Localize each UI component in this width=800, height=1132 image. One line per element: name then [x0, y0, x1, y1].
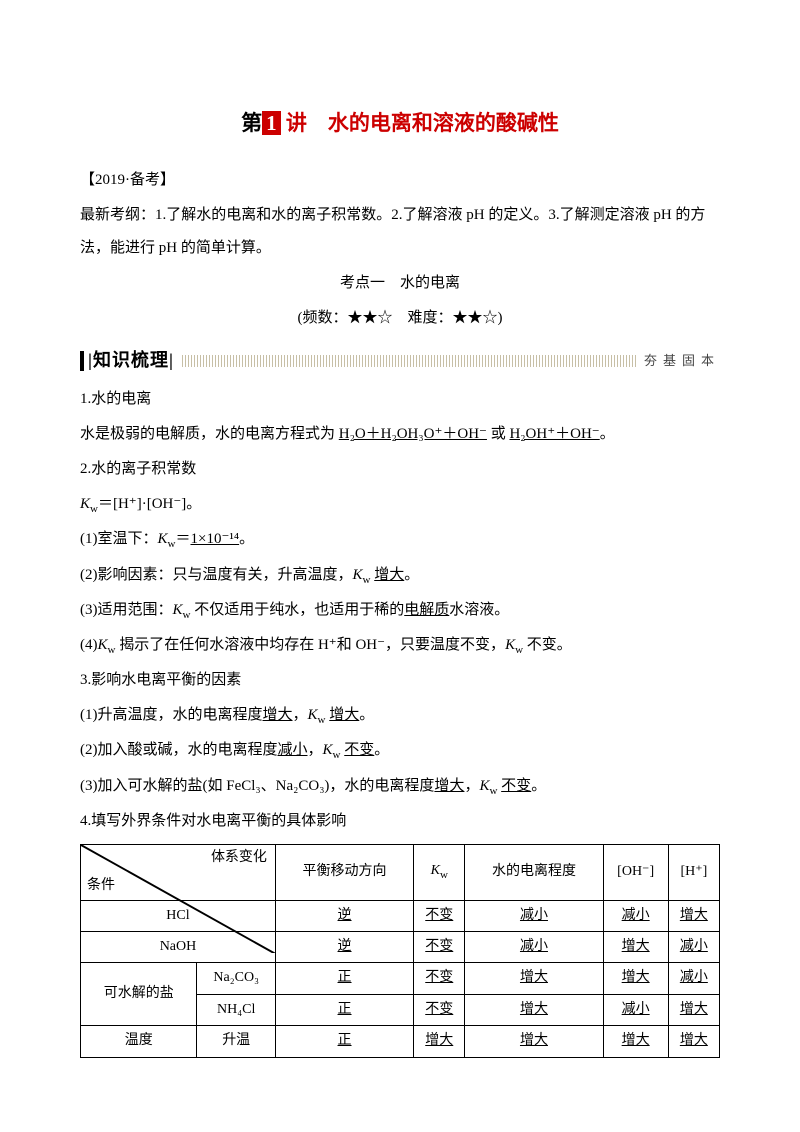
p3-1: (1)升高温度，水的电离程度增大，Kw 增大。 [80, 699, 720, 732]
table-row: 温度 升温 正 增大 增大 增大 增大 [81, 1026, 720, 1057]
cell: 减小 [603, 900, 668, 931]
title-number: 1 [262, 111, 281, 135]
p2-2: (2)影响因素：只与温度有关，升高温度，Kw 增大。 [80, 559, 720, 592]
section-right-label: 夯基固本 [644, 347, 720, 376]
cell: 增大 [603, 932, 668, 963]
cell: 逆 [275, 932, 413, 963]
section-bar: |知识梳理| 夯基固本 [80, 349, 720, 373]
cell: 逆 [275, 900, 413, 931]
cell: 不变 [414, 994, 465, 1025]
cell: 增大 [668, 994, 719, 1025]
cell: 减小 [465, 900, 603, 931]
p2-body: Kw＝[H⁺]·[OH⁻]。 [80, 488, 720, 521]
p1-head: 1.水的电离 [80, 383, 720, 416]
cell: 减小 [668, 932, 719, 963]
col-header: 水的电离程度 [465, 844, 603, 900]
col-header: Kw [414, 844, 465, 900]
row-group-label: 可水解的盐 [81, 963, 197, 1026]
cell: 增大 [465, 994, 603, 1025]
topic-heading: 考点一 水的电离 [80, 267, 720, 300]
cell: 增大 [414, 1026, 465, 1057]
p1-body: 水是极弱的电解质，水的电离方程式为 H₂O＋H₂OH₃O⁺＋OH⁻ 或 H₂OH… [80, 418, 720, 451]
cell: 增大 [668, 900, 719, 931]
cell: 不变 [414, 963, 465, 994]
cell: 减小 [603, 994, 668, 1025]
cell: 不变 [414, 900, 465, 931]
cell: 增大 [603, 1026, 668, 1057]
cell: 正 [275, 963, 413, 994]
p2-4: (4)Kw 揭示了在任何水溶液中均存在 H⁺和 OH⁻，只要温度不变，Kw 不变… [80, 629, 720, 662]
p3-head: 3.影响水电离平衡的因素 [80, 664, 720, 697]
cell: 正 [275, 994, 413, 1025]
syllabus-text: 最新考纲：1.了解水的电离和水的离子积常数。2.了解溶液 pH 的定义。3.了解… [80, 199, 720, 265]
equilibrium-table: 体系变化 条件 平衡移动方向 Kw 水的电离程度 [OH⁻] [H⁺] HCl … [80, 844, 720, 1058]
cell: 增大 [668, 1026, 719, 1057]
prep-tag: 【2019·备考】 [80, 164, 720, 197]
col-header: [OH⁻] [603, 844, 668, 900]
cell: 增大 [603, 963, 668, 994]
cell: 减小 [465, 932, 603, 963]
title-prefix: 第 [241, 111, 262, 135]
p3-2: (2)加入酸或碱，水的电离程度减小，Kw 不变。 [80, 734, 720, 767]
p2-3: (3)适用范围：Kw 不仅适用于纯水，也适用于稀的电解质水溶液。 [80, 594, 720, 627]
diagonal-cell: 体系变化 条件 [81, 844, 276, 900]
p2-head: 2.水的离子积常数 [80, 453, 720, 486]
section-label: |知识梳理| [88, 341, 174, 381]
freq-difficulty: (频数：★★☆ 难度：★★☆) [80, 302, 720, 335]
diag-bottom: 条件 [87, 875, 115, 897]
row-label: 升温 [197, 1026, 275, 1057]
cell: 增大 [465, 1026, 603, 1057]
cell: 正 [275, 1026, 413, 1057]
row-label: NH₄Cl [197, 994, 275, 1025]
table-row: 可水解的盐 Na₂CO₃ 正 不变 增大 增大 减小 [81, 963, 720, 994]
page-title: 第1 讲 水的电离和溶液的酸碱性 [80, 100, 720, 146]
col-header: [H⁺] [668, 844, 719, 900]
cell: 不变 [414, 932, 465, 963]
section-left-mark [80, 351, 84, 371]
row-label: 温度 [81, 1026, 197, 1057]
p4-head: 4.填写外界条件对水电离平衡的具体影响 [80, 805, 720, 838]
p2-1: (1)室温下：Kw＝1×10⁻¹⁴。 [80, 523, 720, 556]
p3-3: (3)加入可水解的盐(如 FeCl₃、Na₂CO₃)，水的电离程度增大，Kw 不… [80, 770, 720, 803]
cell: 增大 [465, 963, 603, 994]
col-header: 平衡移动方向 [275, 844, 413, 900]
diag-top: 体系变化 [211, 847, 267, 869]
title-mid: 讲 水的电离和溶液的酸碱性 [281, 111, 559, 135]
cell: 减小 [668, 963, 719, 994]
row-label: Na₂CO₃ [197, 963, 275, 994]
table-header-row: 体系变化 条件 平衡移动方向 Kw 水的电离程度 [OH⁻] [H⁺] [81, 844, 720, 900]
section-stripes [182, 355, 636, 367]
